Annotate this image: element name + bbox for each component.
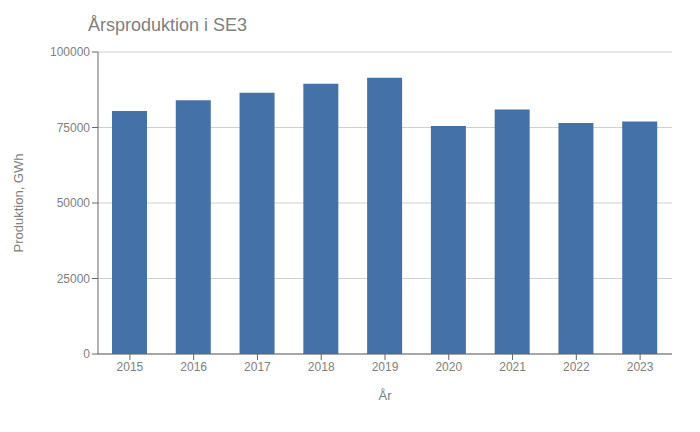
svg-text:2015: 2015 (117, 360, 144, 374)
svg-text:Produktion, GWh: Produktion, GWh (11, 154, 26, 253)
svg-text:2017: 2017 (244, 360, 271, 374)
svg-text:25000: 25000 (57, 272, 91, 286)
svg-text:2016: 2016 (180, 360, 207, 374)
svg-text:50000: 50000 (57, 196, 91, 210)
svg-text:2020: 2020 (435, 360, 462, 374)
svg-text:100000: 100000 (50, 45, 90, 59)
svg-text:2018: 2018 (308, 360, 335, 374)
svg-text:0: 0 (83, 347, 90, 361)
svg-text:2022: 2022 (563, 360, 590, 374)
svg-text:2023: 2023 (627, 360, 654, 374)
svg-text:2019: 2019 (372, 360, 399, 374)
svg-text:2021: 2021 (499, 360, 526, 374)
svg-text:År: År (379, 388, 393, 403)
svg-text:75000: 75000 (57, 121, 91, 135)
html-text:Årsproduktion i SE3: Årsproduktion i SE3 (88, 15, 248, 35)
